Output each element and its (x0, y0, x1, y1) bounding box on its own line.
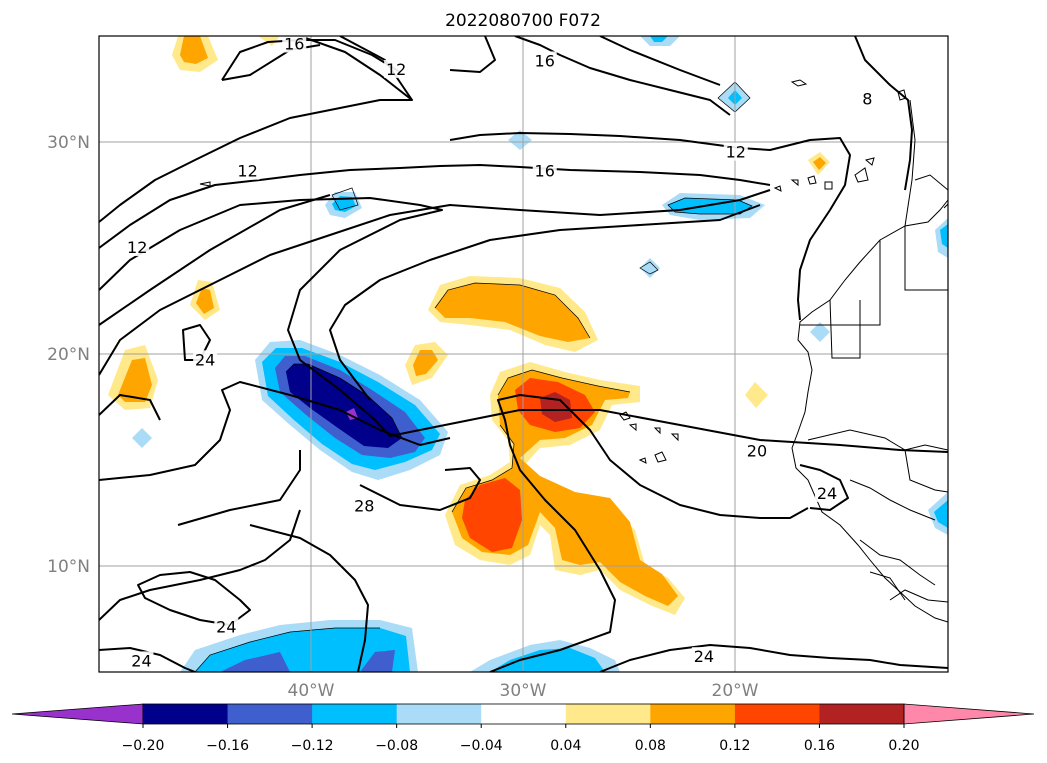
shade-orange (196, 288, 214, 314)
lon-label: 20°W (712, 681, 759, 701)
shade-orange (413, 350, 438, 376)
contour-label-bg (815, 483, 840, 502)
contour-label: 16 (535, 162, 555, 181)
colorbar-extend-high (903, 703, 1035, 725)
colorbar-segment (565, 704, 651, 724)
shade-lightblue (810, 322, 830, 342)
shade-cyan (332, 196, 356, 212)
lon-label: 40°W (288, 681, 335, 701)
colorbar-tick-label: −0.08 (375, 738, 418, 754)
colorbar-segment (734, 704, 820, 724)
map-area: 16 12 16 12 16 12 12 24 20 24 28 24 24 24 8 (99, 34, 948, 672)
contour-label-bg (384, 59, 409, 78)
contour-label-bg (235, 161, 260, 180)
colorbar-tick-label: −0.16 (206, 738, 249, 754)
contour-label-bg (532, 161, 557, 180)
colorbar-tick-label: −0.04 (460, 738, 503, 754)
shade-lightblue (640, 258, 660, 278)
colorbar-extend-low (11, 703, 144, 725)
shade-red (462, 478, 522, 552)
colorbar-frame (142, 703, 905, 725)
contour-label-bg (691, 647, 716, 666)
lon-axis-labels: 40°W 30°W 20°W (288, 681, 759, 701)
contour-label-bg (193, 350, 218, 369)
contour-label-bg (129, 651, 154, 670)
shade-cyan (650, 36, 668, 42)
colorbar-segment (481, 704, 567, 724)
colorbar-segment (396, 704, 482, 724)
colorbar-tick-label: −0.12 (291, 738, 334, 754)
colorbar-segment (819, 704, 905, 724)
colorbar: −0.20 −0.16 −0.12 −0.08 −0.04 0.04 0.08 0.12 0.1… (11, 703, 1035, 754)
contour-label-bg (532, 51, 557, 70)
contour-label-bg (282, 36, 307, 53)
lat-label: 20°N (47, 345, 90, 365)
lat-axis-labels: 30°N 20°N 10°N (47, 133, 90, 577)
colorbar-segment (650, 704, 736, 724)
shade-blue (220, 652, 290, 672)
contour-label: 24 (694, 647, 714, 666)
graticule (99, 36, 948, 672)
contour-label: 24 (216, 617, 236, 636)
map-frame (98, 35, 949, 673)
contour-label: 16 (284, 34, 304, 53)
contour-label-bg (352, 496, 377, 515)
contour-label-bg (723, 142, 748, 161)
figure-title: 2022080700 F072 (445, 11, 601, 31)
colorbar-segment (143, 704, 229, 724)
colorbar-tick-label: 0.16 (804, 738, 835, 754)
colorbar-tick-label: 0.08 (635, 738, 666, 754)
contour-label: 12 (237, 162, 257, 181)
contour-label: 16 (535, 51, 555, 70)
shade-orange (180, 36, 208, 64)
colorbar-tick-label: 0.04 (550, 738, 581, 754)
shade-orange (118, 358, 152, 402)
shade-blue (360, 650, 395, 672)
contour-label: 12 (386, 60, 406, 79)
shade-cyan (934, 500, 948, 528)
colorbar-tick-label: 0.12 (719, 738, 750, 754)
shade-orange (813, 157, 826, 170)
contour-label: 24 (195, 350, 215, 369)
lat-label: 10°N (47, 557, 90, 577)
colorbar-tick-label: −0.20 (122, 738, 165, 754)
contour-label: 8 (862, 90, 872, 109)
colorbar-segment (312, 704, 398, 724)
shade-outlines (194, 81, 753, 672)
shade-orange (435, 283, 590, 342)
shading-positive (108, 36, 830, 615)
contour-label: 20 (747, 442, 767, 461)
contour-label-bg (860, 89, 875, 108)
contour-label: 24 (131, 651, 151, 670)
contour-label: 28 (354, 497, 374, 516)
contour-label-bg (744, 441, 769, 460)
shade-lightblue (132, 428, 152, 448)
contour-label: 12 (127, 238, 147, 257)
shade-cyan (940, 224, 948, 248)
lat-label: 30°N (47, 133, 90, 153)
contours (99, 36, 948, 672)
shade-yellow (745, 382, 768, 408)
contour-label-bg (125, 238, 150, 256)
shade-lightblue (508, 130, 532, 150)
contour-label: 12 (726, 143, 746, 162)
colorbar-tick-label: 0.20 (888, 738, 919, 754)
colorbar-segment (227, 704, 313, 724)
contour-label-bg (214, 617, 239, 636)
contour-label: 24 (817, 484, 837, 503)
shade-cyan (490, 648, 605, 672)
contour-labels: 16 12 16 12 16 12 12 24 20 24 28 24 24 24 8 (125, 34, 875, 670)
lon-label: 30°W (500, 681, 547, 701)
